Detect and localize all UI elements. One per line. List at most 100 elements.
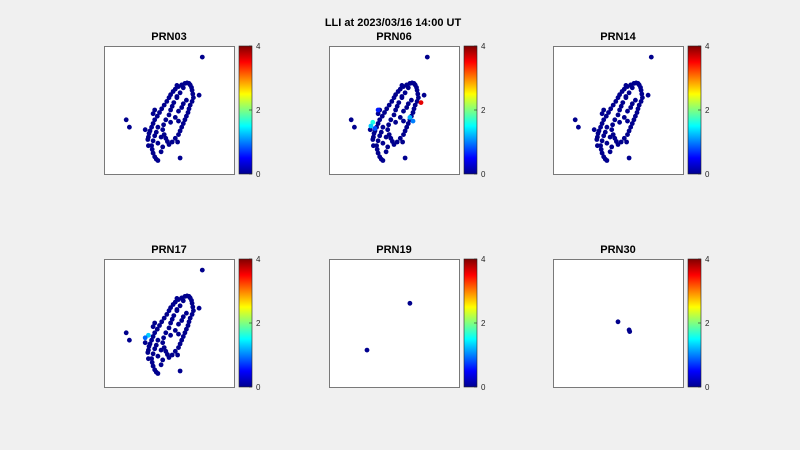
station-point [386,122,391,128]
station-point [150,351,156,357]
station-point [604,140,610,146]
station-point [126,337,132,343]
station-point [393,119,398,125]
station-point [607,149,613,155]
station-point [150,138,156,144]
panel-prn19: PRN19 0 2 4 [329,244,486,392]
station-point [377,117,383,123]
station-point [175,352,181,358]
station-point [364,347,370,353]
station-point [371,143,376,149]
station-point [164,99,170,104]
station-point [397,115,403,120]
station-point [418,100,424,105]
station-point [424,54,430,60]
station-point [412,102,418,108]
station-point [187,315,193,321]
station-point [416,95,421,101]
station-point [163,348,169,354]
station-point [411,106,417,112]
station-point [348,117,354,123]
colorbar-tick-label: 2 [705,319,710,328]
station-point [631,117,637,123]
station-point [407,115,413,120]
station-point [149,360,155,365]
station-point [402,90,408,96]
station-point [405,101,411,107]
station-point [152,320,158,326]
panel-prn03: PRN03 0 2 4 [104,31,261,179]
station-point [625,118,630,124]
station-point [168,107,174,113]
station-point [142,335,148,341]
station-point [638,99,644,104]
station-point [595,143,600,149]
station-point [149,124,155,130]
station-point [177,341,183,347]
station-point [591,127,597,133]
station-point [401,118,406,124]
station-point [621,115,627,120]
station-point [176,108,181,114]
station-point [615,319,621,325]
colorbar-tick-label: 4 [256,42,261,51]
station-point [410,110,416,115]
station-point [158,347,164,353]
station-point [409,97,414,103]
station-point [624,139,629,145]
station-point [168,332,174,338]
station-point [168,320,174,326]
station-point [385,127,391,133]
station-point [596,128,602,134]
station-point [154,326,160,332]
station-point [150,324,156,330]
station-point [180,334,186,339]
station-point [152,107,158,113]
station-point [372,126,378,131]
station-point [161,335,167,341]
station-point [393,107,398,113]
panel-prn17: PRN17 0 2 4 [104,244,261,392]
station-point [123,330,129,336]
panel-prn30: PRN30 0 2 4 [553,244,710,392]
station-point [157,323,162,328]
station-point [602,129,608,135]
station-point [177,90,183,96]
station-point [383,134,389,140]
station-point [385,144,391,150]
station-point [572,117,578,123]
station-point [375,107,381,113]
station-point [625,108,630,114]
panel-prn14: PRN14 0 2 4 [553,31,710,179]
station-point [146,143,151,149]
station-point [186,106,192,112]
station-point [179,124,185,130]
station-point [389,99,395,104]
station-point [608,106,614,112]
station-point [648,54,654,60]
station-point [189,312,195,317]
station-point [163,135,169,141]
station-point [177,303,183,309]
station-point [199,267,205,273]
station-point [380,158,386,163]
station-point [168,119,174,125]
figure-title: LLI at 2023/03/16 14:00 UT [325,17,462,29]
colorbar-tick-label: 2 [481,319,486,328]
station-point [187,102,193,108]
station-point [367,127,373,133]
station-point [169,316,175,322]
station-point [152,346,158,352]
station-point [352,124,357,130]
station-point [179,105,185,110]
station-point [174,83,180,88]
station-point [155,371,161,376]
station-point [196,92,202,98]
station-point [404,105,410,110]
station-point [174,94,180,99]
station-point [172,135,178,141]
station-point [384,106,390,112]
station-point [157,110,162,115]
station-point [149,147,155,152]
station-point [152,330,158,336]
